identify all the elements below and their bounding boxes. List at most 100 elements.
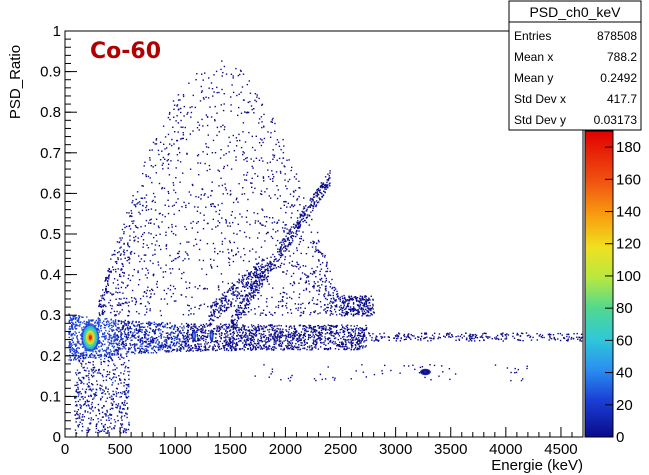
data-point [152,141,155,144]
data-point [252,347,254,350]
data-point [147,326,149,328]
data-point [173,116,175,118]
data-point [128,256,130,258]
data-point [283,347,285,350]
data-point [317,251,320,253]
data-point [110,378,113,381]
data-point [263,113,265,116]
data-point [110,417,112,420]
data-point [197,196,200,198]
data-point [277,328,280,330]
data-point [251,186,253,188]
data-point [354,296,356,298]
data-point [238,309,240,311]
data-point [250,158,252,160]
data-point [278,253,280,256]
data-point [124,390,126,393]
data-point [238,297,241,299]
data-point [95,414,97,417]
data-point [179,331,181,334]
data-point [321,187,324,189]
data-point [282,138,284,141]
data-point [260,279,262,281]
data-point [241,326,243,329]
data-point [92,356,94,359]
data-point [263,325,265,327]
data-point [316,194,319,196]
data-point [348,332,350,335]
data-point [232,331,235,333]
data-point [84,401,87,403]
data-point [247,299,250,301]
data-point [202,288,205,290]
data-point [264,271,266,273]
data-point [261,193,263,196]
data-point [214,303,216,305]
data-point [272,338,274,340]
data-point [339,329,342,331]
data-point [252,336,254,338]
data-point [200,330,202,332]
data-point [115,322,117,324]
data-point [120,417,122,419]
data-point [114,380,116,382]
data-point [231,84,233,86]
data-point [315,250,317,252]
data-point [347,328,349,330]
data-point [310,345,313,347]
data-point [152,347,154,350]
data-point [243,346,245,348]
data-point [308,302,310,305]
data-point [222,345,224,347]
data-point [180,348,183,350]
data-point [346,314,349,316]
data-point [247,326,250,328]
data-point [280,148,282,151]
data-point [107,430,109,432]
data-point [289,336,292,339]
data-point [144,305,147,307]
data-point [241,337,243,340]
data-point [264,225,266,227]
data-point [169,143,171,145]
data-point [301,215,303,217]
data-point [109,408,112,410]
data-point [335,300,337,302]
data-point [309,206,311,208]
data-point [88,321,90,323]
data-point [269,262,271,264]
data-point [312,285,314,288]
data-point [316,285,319,287]
data-point [167,212,170,215]
data-point [339,341,341,344]
data-point [203,325,206,327]
data-point [97,429,100,432]
data-point [304,213,306,215]
data-point [265,221,268,223]
data-point [314,272,316,274]
data-point [237,337,240,340]
data-point [150,352,153,354]
data-point [131,201,133,204]
data-point [274,336,276,338]
data-point [359,346,361,348]
data-point [239,73,241,76]
data-point [149,327,151,329]
data-point [351,346,353,348]
data-point [287,342,289,345]
data-point [135,321,137,323]
data-point [174,324,176,326]
data-point [110,324,113,327]
data-point [144,328,147,331]
data-point [141,345,143,347]
data-point [267,338,269,341]
data-point [277,336,279,338]
data-point [170,341,173,343]
data-point [250,182,252,184]
data-point [80,355,82,357]
data-point [202,323,205,326]
data-point [234,348,236,350]
data-point [122,263,124,266]
data-point [106,374,109,376]
data-point [153,236,155,239]
